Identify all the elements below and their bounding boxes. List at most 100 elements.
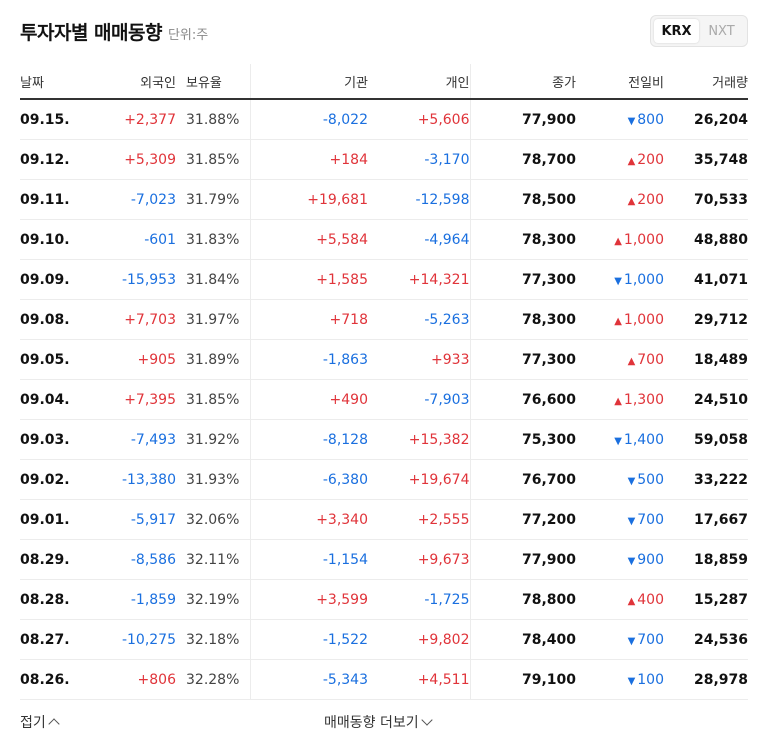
row-change-value: 1,000 bbox=[623, 231, 664, 248]
row-date: 09.09. bbox=[20, 259, 82, 300]
row-change: ▼ 700 bbox=[576, 619, 664, 660]
row-date: 09.15. bbox=[20, 99, 82, 140]
panel-title: 투자자별 매매동향 bbox=[20, 22, 162, 44]
row-foreign: -5,917 bbox=[82, 499, 176, 540]
row-date: 09.02. bbox=[20, 459, 82, 500]
triangle-up-icon: ▲ bbox=[614, 235, 622, 247]
triangle-up-icon: ▲ bbox=[614, 395, 622, 407]
table-body: 09.15. +2,377 31.88% -8,022 +5,606 77,900 ▼ 800… bbox=[20, 99, 748, 700]
triangle-up-icon: ▲ bbox=[614, 315, 622, 327]
row-change-value: 1,000 bbox=[623, 311, 664, 328]
market-option-nxt[interactable]: NXT bbox=[708, 23, 735, 39]
row-volume: 29,712 bbox=[664, 299, 748, 340]
row-change-value: 1,000 bbox=[623, 271, 664, 288]
row-close: 78,500 bbox=[470, 179, 576, 220]
row-close: 78,300 bbox=[470, 299, 576, 340]
row-change-value: 100 bbox=[637, 671, 664, 688]
more-trading-button[interactable]: 매매동향 더보기 bbox=[324, 712, 433, 732]
row-change-value: 1,400 bbox=[623, 431, 664, 448]
table-row: 09.01. -5,917 32.06% +3,340 +2,555 77,200 ▼ 700… bbox=[20, 499, 748, 540]
row-institution: -8,128 bbox=[250, 419, 368, 460]
table-row: 09.04. +7,395 31.85% +490 -7,903 76,600 ▲ 1,300… bbox=[20, 379, 748, 420]
row-individual: -5,263 bbox=[368, 299, 471, 340]
row-foreign: +7,703 bbox=[82, 299, 176, 340]
row-change: ▼ 500 bbox=[576, 459, 664, 500]
row-volume: 18,859 bbox=[664, 539, 748, 580]
row-individual: +14,321 bbox=[368, 259, 471, 300]
col-header-individual: 개인 bbox=[368, 64, 471, 100]
row-volume: 18,489 bbox=[664, 339, 748, 380]
row-change: ▲ 1,000 bbox=[576, 219, 664, 260]
row-volume: 26,204 bbox=[664, 99, 748, 140]
row-close: 77,300 bbox=[470, 259, 576, 300]
triangle-up-icon: ▲ bbox=[627, 195, 636, 207]
row-close: 77,200 bbox=[470, 499, 576, 540]
row-individual: +933 bbox=[368, 339, 471, 380]
row-date: 09.04. bbox=[20, 379, 82, 420]
row-institution: -5,343 bbox=[250, 659, 368, 700]
row-date: 08.26. bbox=[20, 659, 82, 700]
triangle-up-icon: ▲ bbox=[627, 595, 636, 607]
row-foreign: +5,309 bbox=[82, 139, 176, 180]
row-individual: +15,382 bbox=[368, 419, 471, 460]
triangle-down-icon: ▼ bbox=[627, 475, 636, 487]
row-individual: +9,802 bbox=[368, 619, 471, 660]
row-ratio: 31.89% bbox=[176, 339, 251, 380]
row-foreign: -7,023 bbox=[82, 179, 176, 220]
col-header-change: 전일비 bbox=[576, 64, 664, 100]
table-row: 08.29. -8,586 32.11% -1,154 +9,673 77,900 ▼ 900… bbox=[20, 539, 748, 580]
row-date: 08.27. bbox=[20, 619, 82, 660]
col-header-ratio: 보유율 bbox=[176, 64, 251, 100]
triangle-down-icon: ▼ bbox=[627, 115, 636, 127]
col-header-volume: 거래량 bbox=[664, 64, 748, 100]
triangle-down-icon: ▼ bbox=[614, 435, 622, 447]
row-volume: 15,287 bbox=[664, 579, 748, 620]
row-foreign: -10,275 bbox=[82, 619, 176, 660]
row-change: ▲ 1,300 bbox=[576, 379, 664, 420]
row-change: ▼ 700 bbox=[576, 499, 664, 540]
row-date: 09.03. bbox=[20, 419, 82, 460]
row-ratio: 31.97% bbox=[176, 299, 251, 340]
row-change: ▲ 700 bbox=[576, 339, 664, 380]
row-foreign: -15,953 bbox=[82, 259, 176, 300]
row-change-value: 400 bbox=[637, 591, 664, 608]
row-institution: +3,599 bbox=[250, 579, 368, 620]
row-volume: 17,667 bbox=[664, 499, 748, 540]
row-change: ▼ 800 bbox=[576, 99, 664, 140]
market-option-krx[interactable]: KRX bbox=[654, 19, 699, 43]
table-row: 08.28. -1,859 32.19% +3,599 -1,725 78,800 ▲ 400… bbox=[20, 579, 748, 620]
row-close: 76,600 bbox=[470, 379, 576, 420]
row-individual: +4,511 bbox=[368, 659, 471, 700]
row-institution: -8,022 bbox=[250, 99, 368, 140]
row-change-value: 700 bbox=[637, 631, 664, 648]
row-institution: -1,522 bbox=[250, 619, 368, 660]
row-volume: 28,978 bbox=[664, 659, 748, 700]
row-foreign: +7,395 bbox=[82, 379, 176, 420]
chevron-up-icon bbox=[48, 718, 60, 730]
row-change: ▼ 100 bbox=[576, 659, 664, 700]
row-change-value: 800 bbox=[637, 111, 664, 128]
row-ratio: 31.92% bbox=[176, 419, 251, 460]
row-ratio: 32.06% bbox=[176, 499, 251, 540]
fold-button[interactable]: 접기 bbox=[20, 712, 60, 732]
col-header-date: 날짜 bbox=[20, 64, 82, 100]
row-close: 77,300 bbox=[470, 339, 576, 380]
more-trading-label: 매매동향 더보기 bbox=[324, 715, 419, 731]
row-foreign: -601 bbox=[82, 219, 176, 260]
row-institution: +19,681 bbox=[250, 179, 368, 220]
table-row: 09.11. -7,023 31.79% +19,681 -12,598 78,500 ▲ 2… bbox=[20, 179, 748, 220]
row-foreign: +2,377 bbox=[82, 99, 176, 140]
table-row: 09.03. -7,493 31.92% -8,128 +15,382 75,300 ▼ 1,… bbox=[20, 419, 748, 460]
panel-header: 투자자별 매매동향 단위:주 bbox=[20, 18, 208, 45]
row-ratio: 32.19% bbox=[176, 579, 251, 620]
row-ratio: 32.18% bbox=[176, 619, 251, 660]
row-ratio: 31.85% bbox=[176, 139, 251, 180]
row-volume: 59,058 bbox=[664, 419, 748, 460]
row-individual: +5,606 bbox=[368, 99, 471, 140]
row-institution: -6,380 bbox=[250, 459, 368, 500]
row-close: 77,900 bbox=[470, 99, 576, 140]
unit-label: 단위:주 bbox=[167, 28, 209, 43]
row-close: 78,700 bbox=[470, 139, 576, 180]
triangle-down-icon: ▼ bbox=[627, 675, 636, 687]
